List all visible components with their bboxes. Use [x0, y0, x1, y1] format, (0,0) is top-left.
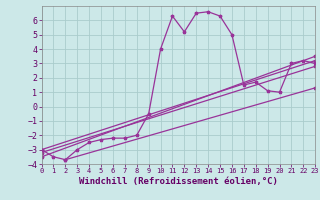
X-axis label: Windchill (Refroidissement éolien,°C): Windchill (Refroidissement éolien,°C) — [79, 177, 278, 186]
